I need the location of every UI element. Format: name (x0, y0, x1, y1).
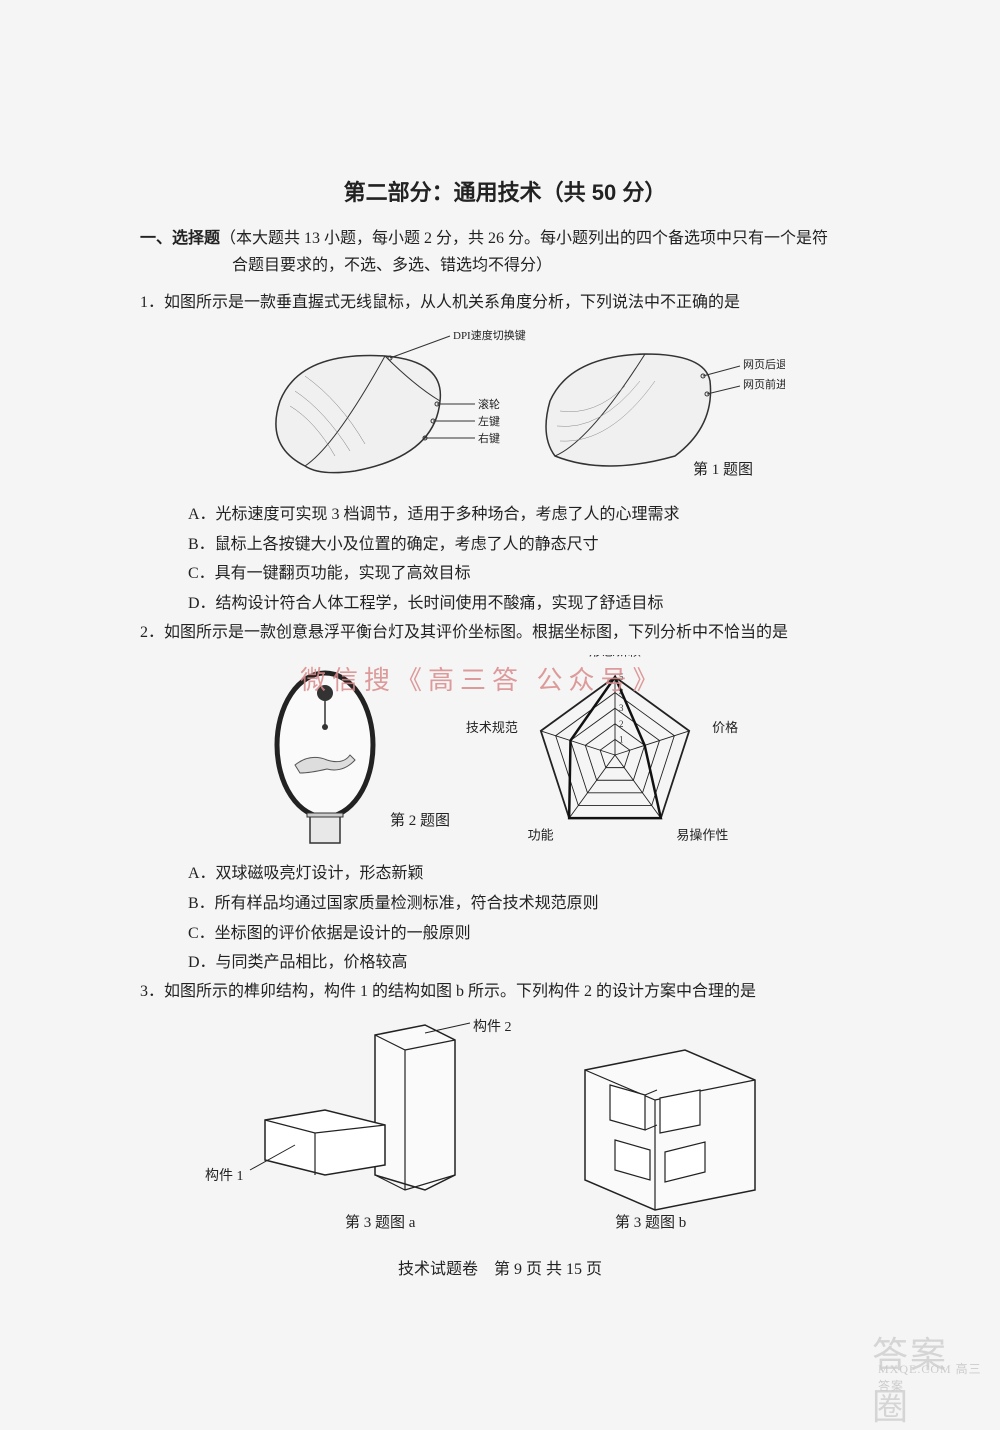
radar-tick: 3 (619, 704, 624, 714)
q1-label-back: 网页后退键 (743, 357, 785, 371)
q3-caption-a: 第 3 题图 a (345, 1213, 416, 1231)
radar-tick: 2 (619, 719, 624, 729)
instruction-text-1: （本大题共 13 小题，每小题 2 分，共 26 分。每小题列出的四个备选项中只… (220, 230, 828, 247)
q3-label-part1: 构件 1 (205, 1168, 244, 1184)
q1-label-right: 右键 (478, 431, 500, 445)
radar-axis-label: 功能 (528, 828, 554, 843)
q1-opt-b: B．鼠标上各按键大小及位置的确定，考虑了人的静态尺寸 (188, 530, 870, 560)
q1-label-scroll: 滚轮 (478, 397, 500, 411)
corner-big: 答案圈 (872, 1326, 982, 1430)
page-footer: 技术试题卷 第 9 页 共 15 页 (0, 1255, 1000, 1279)
q2-figure: 第 2 题图 形态新颖价格易操作性功能技术规范12345 (140, 655, 870, 855)
radar-tick: 5 (619, 672, 624, 682)
question-2: 2．如图所示是一款创意悬浮平衡台灯及其评价坐标图。根据坐标图，下列分析中不恰当的… (140, 619, 870, 648)
q1-opt-c: C．具有一键翻页功能，实现了高效目标 (188, 559, 870, 589)
q1-opt-a: A．光标速度可实现 3 档调节，适用于多种场合，考虑了人的心理需求 (188, 500, 870, 530)
radar-axis-label: 价格 (712, 720, 738, 735)
radar-axis-label: 形态新颖 (589, 655, 641, 659)
q1-num: 1． (140, 294, 164, 311)
q2-opt-c: C．坐标图的评价依据是设计的一般原则 (188, 919, 870, 949)
radar-axis-label: 技术规范 (466, 720, 518, 735)
q3-label-part2: 构件 2 (473, 1019, 512, 1035)
q1-figure: DPI速度切换键 滚轮 左键 右键 网页后退键 网页前进键 第 1 题图 (140, 326, 870, 496)
q3-text: 如图所示的榫卯结构，构件 1 的结构如图 b 所示。下列构件 2 的设计方案中合… (164, 983, 756, 1000)
q2-opt-b: B．所有样品均通过国家质量检测标准，符合技术规范原则 (188, 889, 870, 919)
q2-opt-d: D．与同类产品相比，价格较高 (188, 948, 870, 978)
q1-caption: 第 1 题图 (693, 460, 753, 478)
q2-text: 如图所示是一款创意悬浮平衡台灯及其评价坐标图。根据坐标图，下列分析中不恰当的是 (164, 624, 788, 641)
q2-options: A．双球磁吸亮灯设计，形态新颖 B．所有样品均通过国家质量检测标准，符合技术规范… (140, 859, 870, 977)
q2-caption: 第 2 题图 (390, 811, 450, 829)
instruction: 一、选择题（本大题共 13 小题，每小题 2 分，共 26 分。每小题列出的四个… (140, 225, 870, 279)
q1-label-fwd: 网页前进键 (743, 377, 785, 391)
q2-num: 2． (140, 624, 164, 641)
q1-label-dpi: DPI速度切换键 (453, 328, 526, 342)
section-title: 第二部分：通用技术（共 50 分） (140, 175, 870, 207)
instruction-text-2: 合题目要求的，不选、多选、错选均不得分） (140, 252, 870, 279)
q2-opt-a: A．双球磁吸亮灯设计，形态新颖 (188, 859, 870, 889)
q3-caption-b: 第 3 题图 b (615, 1213, 686, 1231)
q1-text: 如图所示是一款垂直握式无线鼠标，从人机关系角度分析，下列说法中不正确的是 (164, 294, 740, 311)
corner-watermark: 答案圈 MXQE.COM 高三答案 (872, 1326, 982, 1396)
radar-axis-label: 易操作性 (676, 828, 728, 843)
question-1: 1．如图所示是一款垂直握式无线鼠标，从人机关系角度分析，下列说法中不正确的是 (140, 289, 870, 318)
q3-figure: 构件 1 构件 2 第 3 题图 a 第 3 题图 b (140, 1015, 870, 1235)
corner-small: MXQE.COM 高三答案 (878, 1360, 982, 1394)
q1-label-left: 左键 (478, 414, 500, 428)
q1-options: A．光标速度可实现 3 档调节，适用于多种场合，考虑了人的心理需求 B．鼠标上各… (140, 500, 870, 618)
q3-num: 3． (140, 983, 164, 1000)
instruction-label: 一、选择题 (140, 230, 220, 247)
q1-opt-d: D．结构设计符合人体工程学，长时间使用不酸痛，实现了舒适目标 (188, 589, 870, 619)
radar-tick: 1 (619, 735, 624, 745)
question-3: 3．如图所示的榫卯结构，构件 1 的结构如图 b 所示。下列构件 2 的设计方案… (140, 978, 870, 1007)
